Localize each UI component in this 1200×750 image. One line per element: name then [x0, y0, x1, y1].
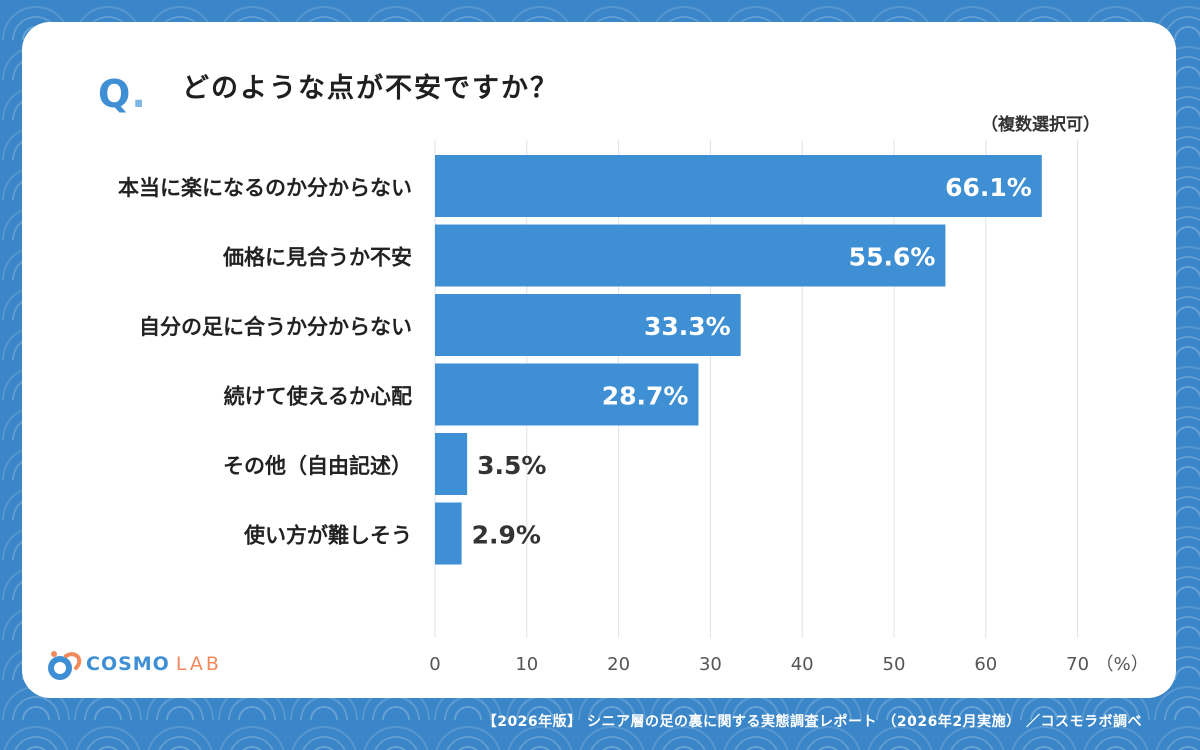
- x-tick-label: 40: [791, 654, 814, 675]
- value-label: 33.3%: [644, 312, 731, 341]
- x-tick-label: 30: [699, 654, 722, 675]
- x-tick-label: 60: [974, 654, 997, 675]
- question-title: どのような点が不安ですか？: [182, 73, 559, 104]
- category-label: 本当に楽になるのか分からない: [118, 176, 412, 200]
- category-label: 続けて使えるか心配: [224, 385, 412, 409]
- value-label: 28.7%: [602, 382, 689, 411]
- bar: [435, 433, 468, 495]
- multiple-choice-note: （複数選択可）: [981, 115, 1100, 135]
- category-label: その他（自由記述）: [223, 454, 412, 478]
- chart-card: [22, 22, 1176, 698]
- source-footer: 【2026年版】 シニア層の足の裏に関する実態調査レポート （2026年2月実施…: [482, 714, 1142, 730]
- bar: [435, 502, 462, 565]
- x-tick-label: 70: [1066, 654, 1089, 675]
- value-label: 55.6%: [849, 243, 936, 272]
- question-mark: Q.: [98, 72, 147, 116]
- cosmo-lab-logo: COSMO LAB: [46, 646, 236, 686]
- x-tick-label: 0: [429, 654, 440, 675]
- x-tick-label: 20: [607, 654, 630, 675]
- value-label: 3.5%: [477, 451, 546, 480]
- value-label: 2.9%: [472, 521, 541, 550]
- logo-mark-icon: [48, 651, 82, 680]
- bar: [435, 224, 946, 287]
- value-label: 66.1%: [945, 173, 1032, 202]
- bar: [435, 294, 741, 356]
- category-label: 使い方が難しそう: [243, 524, 412, 548]
- bar: [435, 363, 699, 426]
- x-tick-label: 10: [515, 654, 538, 675]
- x-tick-label: 50: [883, 654, 906, 675]
- bar: [435, 155, 1042, 217]
- x-unit-label: （%）: [1096, 654, 1149, 675]
- category-label: 価格に見合うか不安: [222, 246, 412, 270]
- category-label: 自分の足に合うか分からない: [139, 315, 412, 339]
